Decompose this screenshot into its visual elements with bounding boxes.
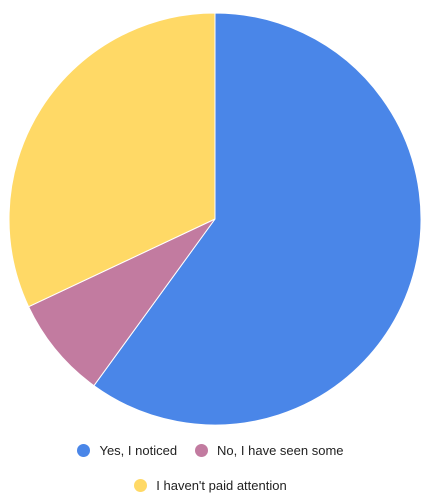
legend-row-2: I haven't paid attention bbox=[0, 478, 421, 493]
legend-swatch-not-paid-attention bbox=[134, 479, 148, 492]
legend-item-yes[interactable]: Yes, I noticed bbox=[77, 443, 177, 458]
legend-row-1: Yes, I noticed No, I have seen some bbox=[0, 443, 421, 458]
legend-label-yes: Yes, I noticed bbox=[99, 443, 178, 458]
legend-item-no[interactable]: No, I have seen some bbox=[195, 443, 344, 458]
pie-chart-svg bbox=[8, 12, 421, 426]
legend-label-no: No, I have seen some bbox=[217, 443, 344, 458]
pie-slice-0[interactable] bbox=[93, 12, 421, 426]
pie-slice-1[interactable] bbox=[27, 218, 216, 387]
legend-swatch-no bbox=[195, 444, 209, 457]
legend-item-not-paid-attention[interactable]: I haven't paid attention bbox=[134, 478, 287, 493]
legend-swatch-yes bbox=[77, 444, 91, 457]
pie-slice-2[interactable] bbox=[8, 12, 216, 308]
legend-label-not-paid-attention: I haven't paid attention bbox=[156, 478, 287, 493]
